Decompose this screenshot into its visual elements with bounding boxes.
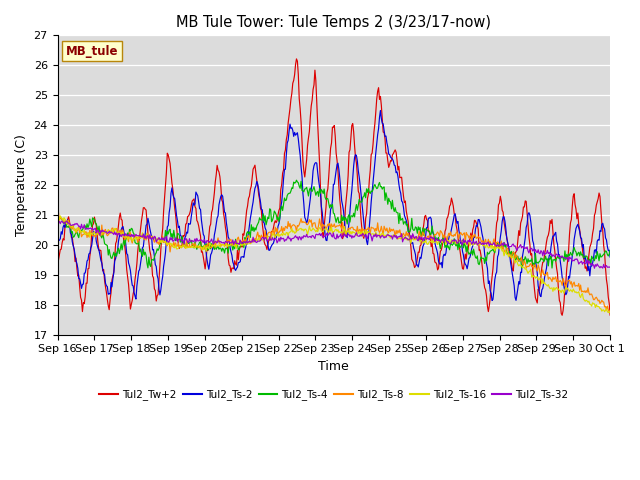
Tul2_Ts-2: [152, 262, 159, 267]
Line: Tul2_Ts-16: Tul2_Ts-16: [58, 216, 610, 312]
Tul2_Ts-16: [422, 240, 430, 246]
Tul2_Tw+2: [292, 56, 300, 62]
Tul2_Ts-8: [424, 234, 431, 240]
Tul2_Ts-16: [196, 245, 204, 251]
Tul2_Ts-16: [605, 310, 613, 315]
Tul2_Ts-8: [605, 309, 613, 315]
Tul2_Ts-16: [470, 240, 477, 246]
Tul2_Ts-32: [196, 237, 204, 243]
Tul2_Ts-2: [196, 205, 204, 211]
Tul2_Ts-2: [606, 254, 614, 260]
Tul2_Ts-4: [518, 265, 525, 271]
Tul2_Ts-4: [470, 251, 478, 257]
Tul2_Ts-4: [196, 240, 204, 245]
Tul2_Ts-8: [470, 231, 478, 237]
Tul2_Tw+2: [54, 253, 61, 259]
Tul2_Ts-16: [380, 230, 387, 236]
Tul2_Ts-4: [380, 184, 388, 190]
Tul2_Ts-8: [196, 244, 204, 250]
Tul2_Ts-2: [304, 217, 312, 223]
Tul2_Ts-16: [152, 237, 159, 243]
Tul2_Tw+2: [380, 130, 388, 135]
Tul2_Ts-4: [152, 252, 159, 257]
Tul2_Ts-4: [305, 193, 312, 199]
Tul2_Ts-16: [54, 213, 61, 219]
Tul2_Ts-32: [606, 264, 614, 270]
Tul2_Ts-32: [591, 265, 598, 271]
Tul2_Ts-32: [380, 234, 387, 240]
Tul2_Ts-16: [606, 308, 614, 314]
Y-axis label: Temperature (C): Temperature (C): [15, 134, 28, 236]
Tul2_Tw+2: [424, 217, 431, 223]
Tul2_Ts-2: [54, 235, 61, 241]
Tul2_Tw+2: [196, 228, 204, 234]
Tul2_Tw+2: [606, 312, 614, 318]
Tul2_Tw+2: [305, 135, 312, 141]
Line: Tul2_Tw+2: Tul2_Tw+2: [58, 59, 610, 315]
Tul2_Ts-8: [152, 237, 160, 243]
Tul2_Ts-2: [424, 225, 431, 230]
Tul2_Ts-8: [54, 209, 62, 215]
Tul2_Ts-8: [606, 308, 614, 313]
Tul2_Ts-2: [488, 298, 496, 303]
Line: Tul2_Ts-8: Tul2_Ts-8: [58, 212, 610, 312]
Tul2_Ts-32: [54, 216, 61, 222]
Tul2_Ts-8: [305, 220, 312, 226]
Line: Tul2_Ts-2: Tul2_Ts-2: [58, 110, 610, 300]
Tul2_Ts-2: [380, 128, 388, 133]
Tul2_Ts-2: [470, 235, 478, 240]
Tul2_Ts-32: [152, 234, 159, 240]
Tul2_Ts-4: [54, 216, 61, 222]
Tul2_Ts-8: [54, 211, 61, 217]
Tul2_Tw+2: [558, 312, 566, 318]
Tul2_Ts-16: [304, 232, 312, 238]
Tul2_Ts-32: [470, 239, 477, 244]
Tul2_Ts-4: [292, 177, 300, 183]
Line: Tul2_Ts-4: Tul2_Ts-4: [58, 180, 610, 268]
Tul2_Ts-4: [424, 227, 431, 233]
Text: MB_tule: MB_tule: [66, 45, 118, 58]
X-axis label: Time: Time: [319, 360, 349, 373]
Legend: Tul2_Tw+2, Tul2_Ts-2, Tul2_Ts-4, Tul2_Ts-8, Tul2_Ts-16, Tul2_Ts-32: Tul2_Tw+2, Tul2_Ts-2, Tul2_Ts-4, Tul2_Ts…: [95, 385, 572, 404]
Tul2_Ts-2: [376, 108, 384, 113]
Line: Tul2_Ts-32: Tul2_Ts-32: [58, 219, 610, 268]
Tul2_Ts-8: [380, 223, 388, 229]
Tul2_Ts-32: [422, 236, 430, 242]
Tul2_Tw+2: [470, 217, 478, 223]
Tul2_Tw+2: [152, 288, 159, 294]
Tul2_Ts-32: [304, 234, 312, 240]
Tul2_Ts-4: [606, 248, 614, 253]
Title: MB Tule Tower: Tule Temps 2 (3/23/17-now): MB Tule Tower: Tule Temps 2 (3/23/17-now…: [177, 15, 492, 30]
